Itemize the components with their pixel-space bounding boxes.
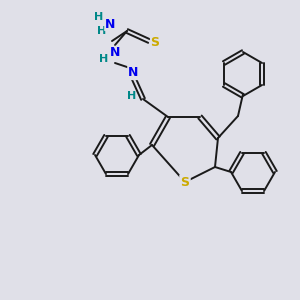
Text: S: S <box>151 35 160 49</box>
Text: H: H <box>98 26 106 36</box>
Text: N: N <box>128 67 138 80</box>
Text: N: N <box>110 46 120 59</box>
Text: N: N <box>105 17 115 31</box>
Text: H: H <box>99 54 109 64</box>
Text: H: H <box>94 12 103 22</box>
Text: H: H <box>128 91 136 101</box>
Text: S: S <box>181 176 190 188</box>
